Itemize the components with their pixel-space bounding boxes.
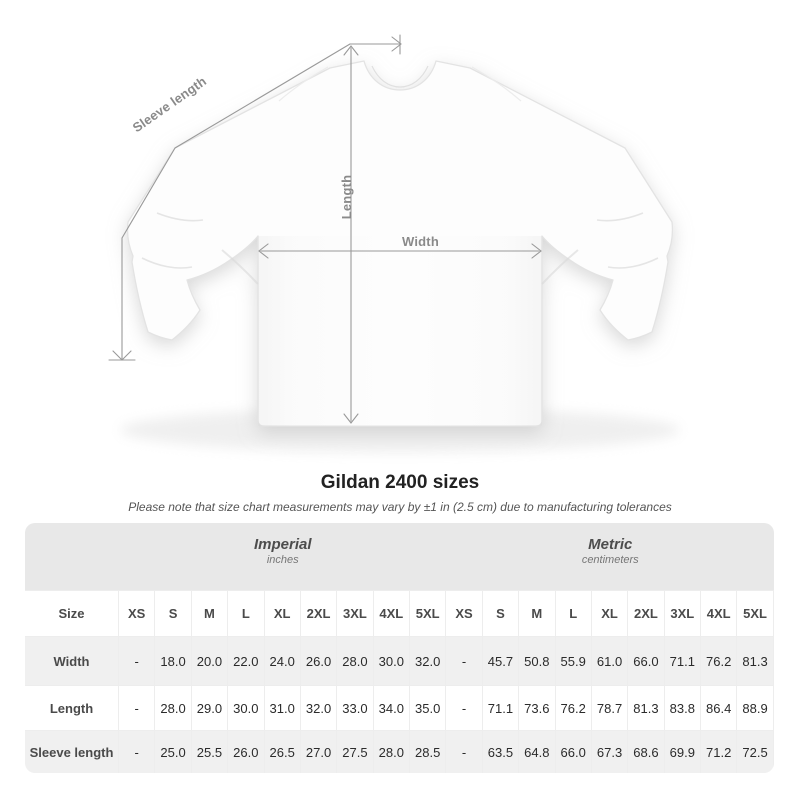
svg-text:Length: Length: [339, 175, 354, 220]
svg-text:Sleeve length: Sleeve length: [130, 73, 209, 135]
svg-text:Width: Width: [402, 234, 439, 249]
